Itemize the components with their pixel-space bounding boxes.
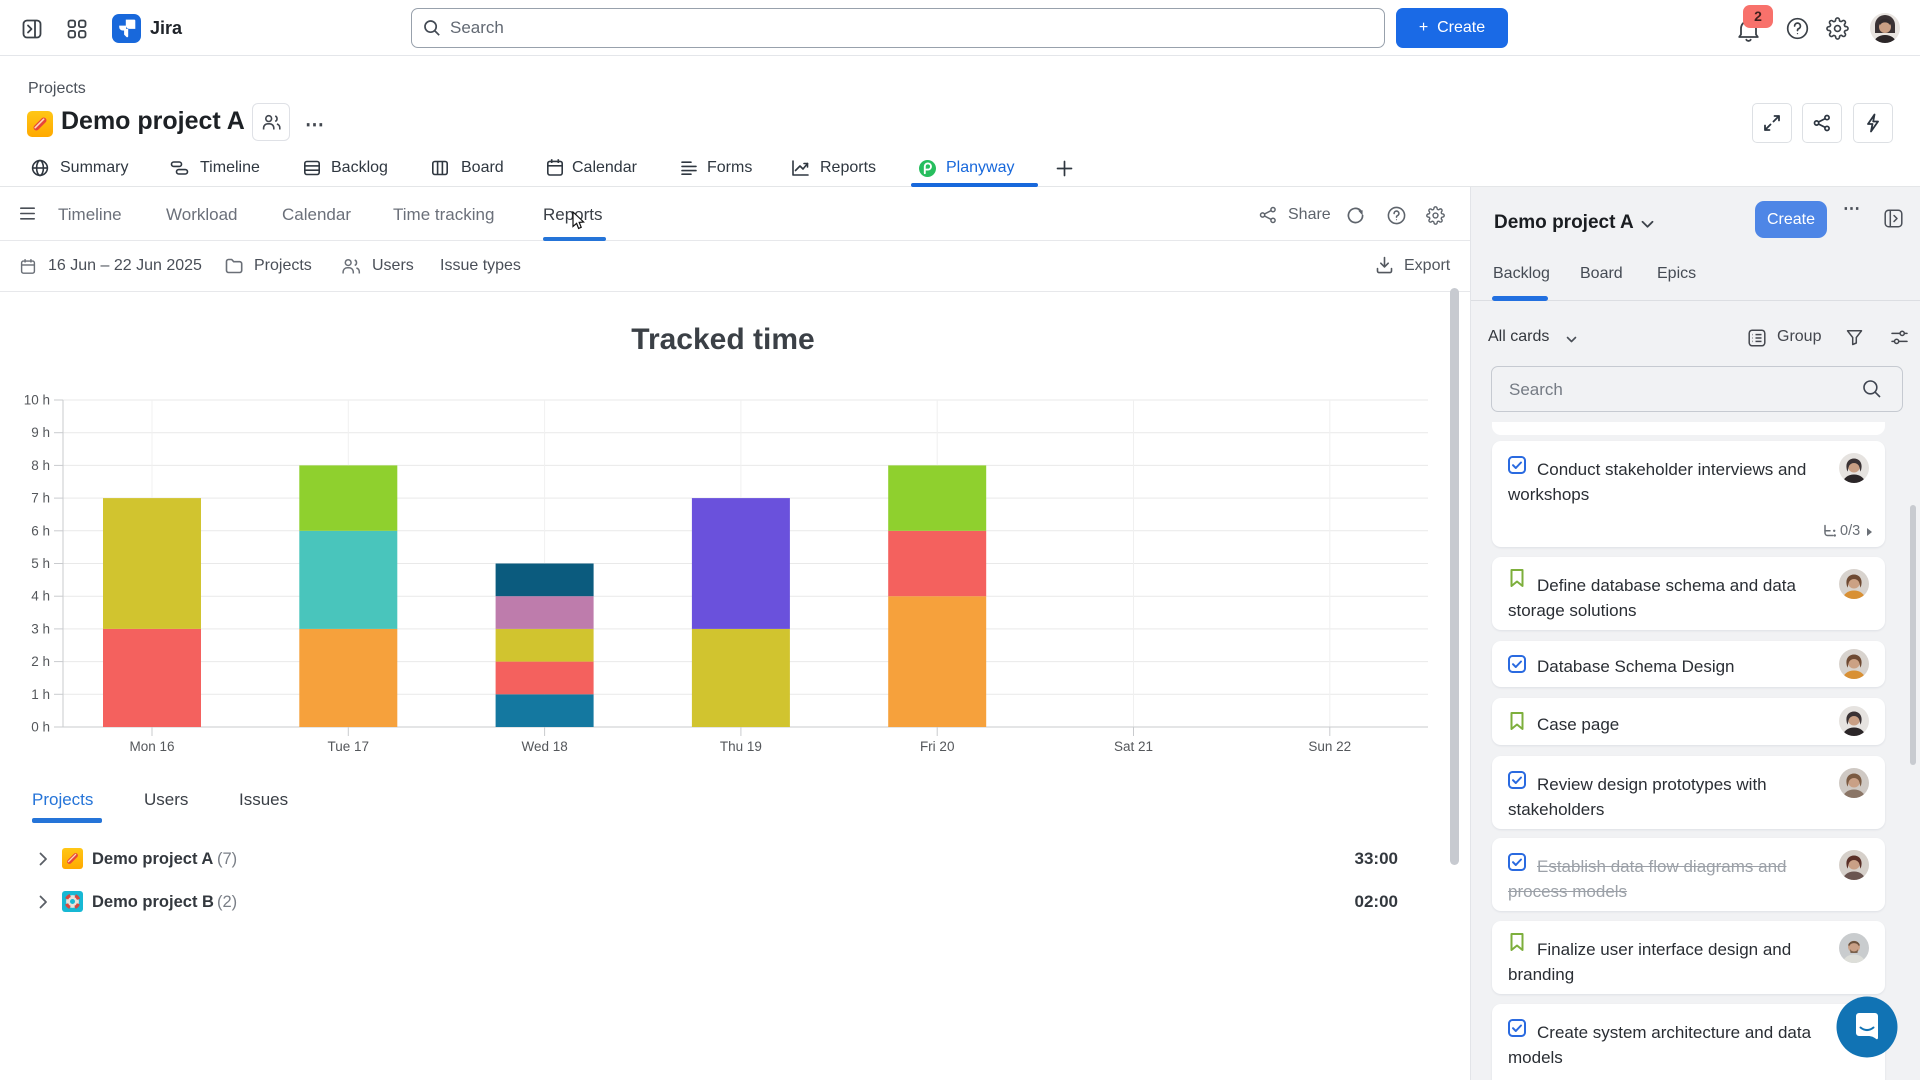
svg-text:9 h: 9 h [31, 425, 50, 440]
svg-text:2 h: 2 h [31, 654, 50, 669]
svg-text:Sat 21: Sat 21 [1114, 739, 1153, 754]
svg-text:Sun 22: Sun 22 [1308, 739, 1351, 754]
svg-text:1 h: 1 h [31, 687, 50, 702]
svg-text:7 h: 7 h [31, 491, 50, 506]
svg-text:6 h: 6 h [31, 523, 50, 538]
svg-text:Tue 17: Tue 17 [328, 739, 370, 754]
svg-text:Wed 18: Wed 18 [521, 739, 567, 754]
svg-text:Thu 19: Thu 19 [720, 739, 762, 754]
svg-text:8 h: 8 h [31, 458, 50, 473]
svg-text:3 h: 3 h [31, 621, 50, 636]
svg-text:0 h: 0 h [31, 720, 50, 735]
svg-text:Mon 16: Mon 16 [129, 739, 174, 754]
svg-text:5 h: 5 h [31, 556, 50, 571]
svg-text:Fri 20: Fri 20 [920, 739, 955, 754]
svg-text:4 h: 4 h [31, 589, 50, 604]
svg-text:10 h: 10 h [24, 393, 50, 408]
